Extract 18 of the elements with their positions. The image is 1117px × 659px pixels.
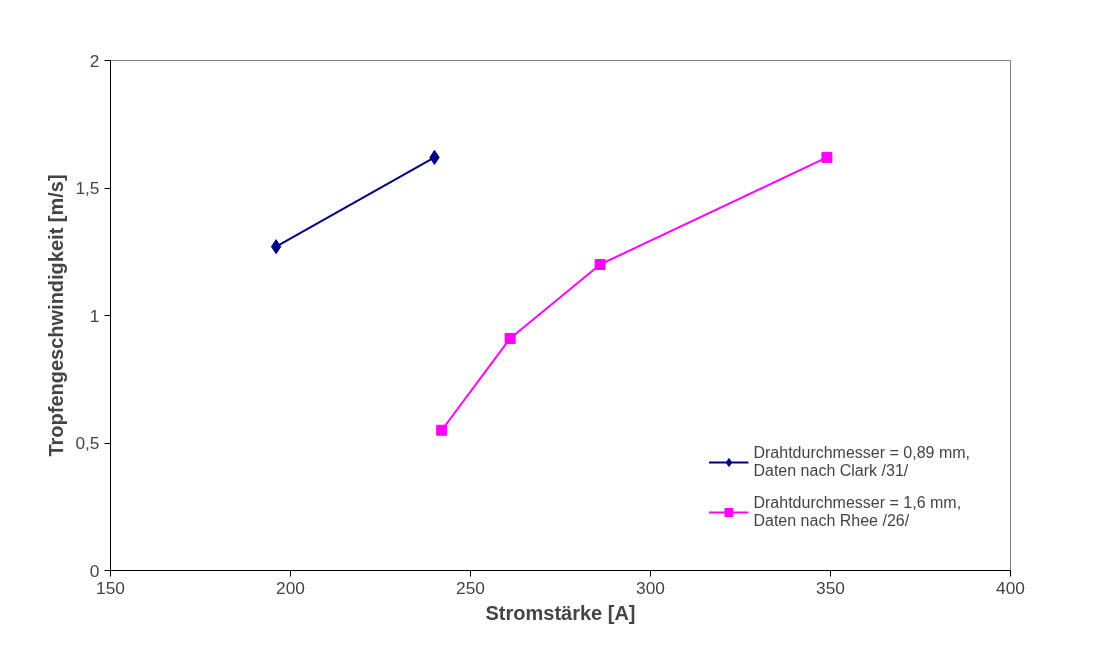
y-tick-label: 0,5 [75, 433, 100, 453]
point [594, 259, 606, 270]
y-axis-title: Tropfengeschwindigkeit [m/s] [45, 174, 68, 457]
point [504, 332, 516, 344]
point [270, 239, 282, 255]
y-tick-label: 1,5 [75, 178, 100, 198]
x-tick-label: 400 [996, 577, 1025, 598]
y-tick-label: 1 [89, 305, 100, 326]
point [821, 151, 833, 163]
x-axis-title: Stromstärke [A] [485, 601, 636, 624]
y-tick-label: 2 [89, 50, 100, 71]
legend-label: Drahtdurchmesser = 1,6 mm, Daten nach Rhee /26/ [753, 494, 962, 530]
x-tick-label: 300 [636, 577, 665, 598]
x-tick-label: 250 [456, 577, 485, 598]
legend-label: Drahtdurchmesser = 0,89 mm, Daten nach Clark /31/ [753, 444, 970, 480]
x-tick-label: 200 [276, 577, 305, 598]
x-tick-label: 350 [816, 577, 845, 598]
point [436, 424, 448, 436]
